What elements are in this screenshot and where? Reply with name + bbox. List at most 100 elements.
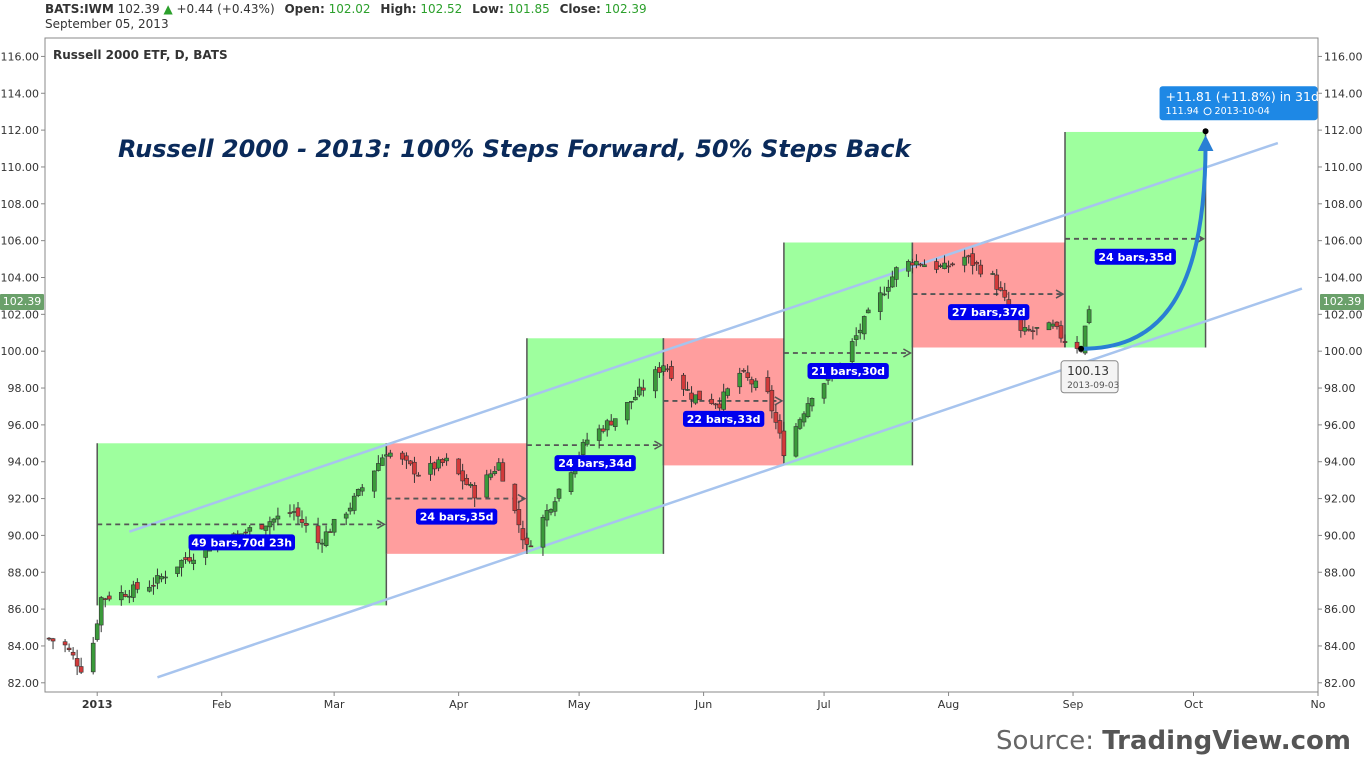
candle-up [886,286,891,292]
y-tick-label-left: 82.00 [8,677,40,690]
end-date: 2013-10-04 [1215,106,1270,117]
candle-down [299,519,305,523]
candle-up [653,369,658,392]
candle-up [938,265,943,267]
candle-up [894,267,899,280]
candle-down [657,367,662,373]
candle-down [528,545,534,548]
candle-up [263,525,269,531]
y-tick-label-left: 84.00 [8,640,40,653]
y-tick-label-right: 116.00 [1324,50,1363,63]
x-tick-label: Jul [816,698,830,711]
y-tick-label-left: 104.00 [1,271,40,284]
measure-label-bg [554,455,636,472]
candle-down [910,262,915,266]
y-tick-label-left: 102.00 [1,308,40,321]
candle-up [331,518,337,533]
candle-up [388,452,393,457]
candle-down [416,474,421,477]
candle-down [769,389,775,412]
measure-label: 24 bars,35d [420,511,494,524]
candle-up [849,341,855,362]
start-value: 100.13 [1067,364,1109,378]
candle-down [516,509,522,526]
y-tick-label-right: 108.00 [1324,198,1363,211]
measure-label: 27 bars,37d [952,306,1026,319]
low-value: 101.85 [507,2,550,16]
candle-up [1082,325,1088,354]
candle-up [275,515,281,520]
candle-down [187,557,192,562]
candle-up [737,372,743,388]
x-tick-label: Aug [938,698,959,711]
high-label: High: [380,2,417,16]
candle-down [259,524,265,530]
y-tick-label-left: 86.00 [8,603,40,616]
y-tick-label-left: 96.00 [8,419,40,432]
candle-down [102,598,108,600]
clock-icon [1203,107,1212,116]
candle-up [1086,309,1092,323]
candle-down [717,403,722,409]
candle-down [950,263,955,266]
candle-up [857,329,863,334]
quote-line: BATS:IWM 102.39 ▲ +0.44 (+0.43%) Open: 1… [45,2,647,17]
measure-arrowhead [774,396,784,406]
candle-down [106,595,112,600]
candle-up [922,264,927,268]
candle-down [460,470,465,482]
x-tick-label: Oct [1184,698,1204,711]
measure-label: 22 bars,33d [687,413,761,426]
candle-up [990,273,996,275]
candle-down [918,263,923,266]
candle-up [821,383,827,399]
green-zone [783,242,913,466]
candle-up [175,566,180,574]
candle-up [371,470,377,492]
end-value: 111.94 [1166,106,1199,117]
candle-up [436,459,441,469]
candle-down [773,412,779,423]
y-tick-label-left: 92.00 [8,493,40,506]
candle-up [247,527,253,532]
measure-label-bg [948,304,1030,321]
candle-up [1022,327,1028,332]
candle-up [359,487,365,492]
measure-label-bg [188,534,296,551]
candle-down [934,261,939,270]
candle-down [994,274,1000,290]
candle-up [853,335,859,340]
candle-down [456,458,461,475]
candle-down [524,537,530,545]
candle-down [243,531,249,534]
source-credit: Source: TradingView.com [996,726,1351,756]
candle-down [327,531,333,533]
y-tick-label-right: 86.00 [1324,603,1356,616]
y-tick-label-left: 94.00 [8,456,40,469]
candle-down [1002,289,1008,298]
candle-down [1030,330,1036,332]
x-tick-label: No [1311,698,1326,711]
y-tick-label-right: 98.00 [1324,382,1356,395]
candles [46,247,1092,676]
candle-up [637,386,642,396]
measure-label: 24 bars,35d [1098,251,1172,264]
candle-down [1062,341,1068,343]
candle-down [472,485,477,499]
candle-down [713,403,718,406]
candle-up [877,292,883,312]
y-tick-label-left: 108.00 [1,198,40,211]
candle-up [488,473,494,478]
open-value: 102.02 [328,2,371,16]
candle-down [404,455,409,461]
start-date: 2013-09-03 [1067,381,1119,391]
red-zone [912,242,1066,348]
candle-down [749,379,755,385]
candle-up [552,501,558,512]
end-change-label: +11.81 (+11.8%) in 31d [1166,89,1319,104]
candle-down [998,287,1004,291]
y-tick-label-left: 114.00 [1,87,40,100]
candle-up [380,457,385,466]
candle-up [468,483,473,487]
